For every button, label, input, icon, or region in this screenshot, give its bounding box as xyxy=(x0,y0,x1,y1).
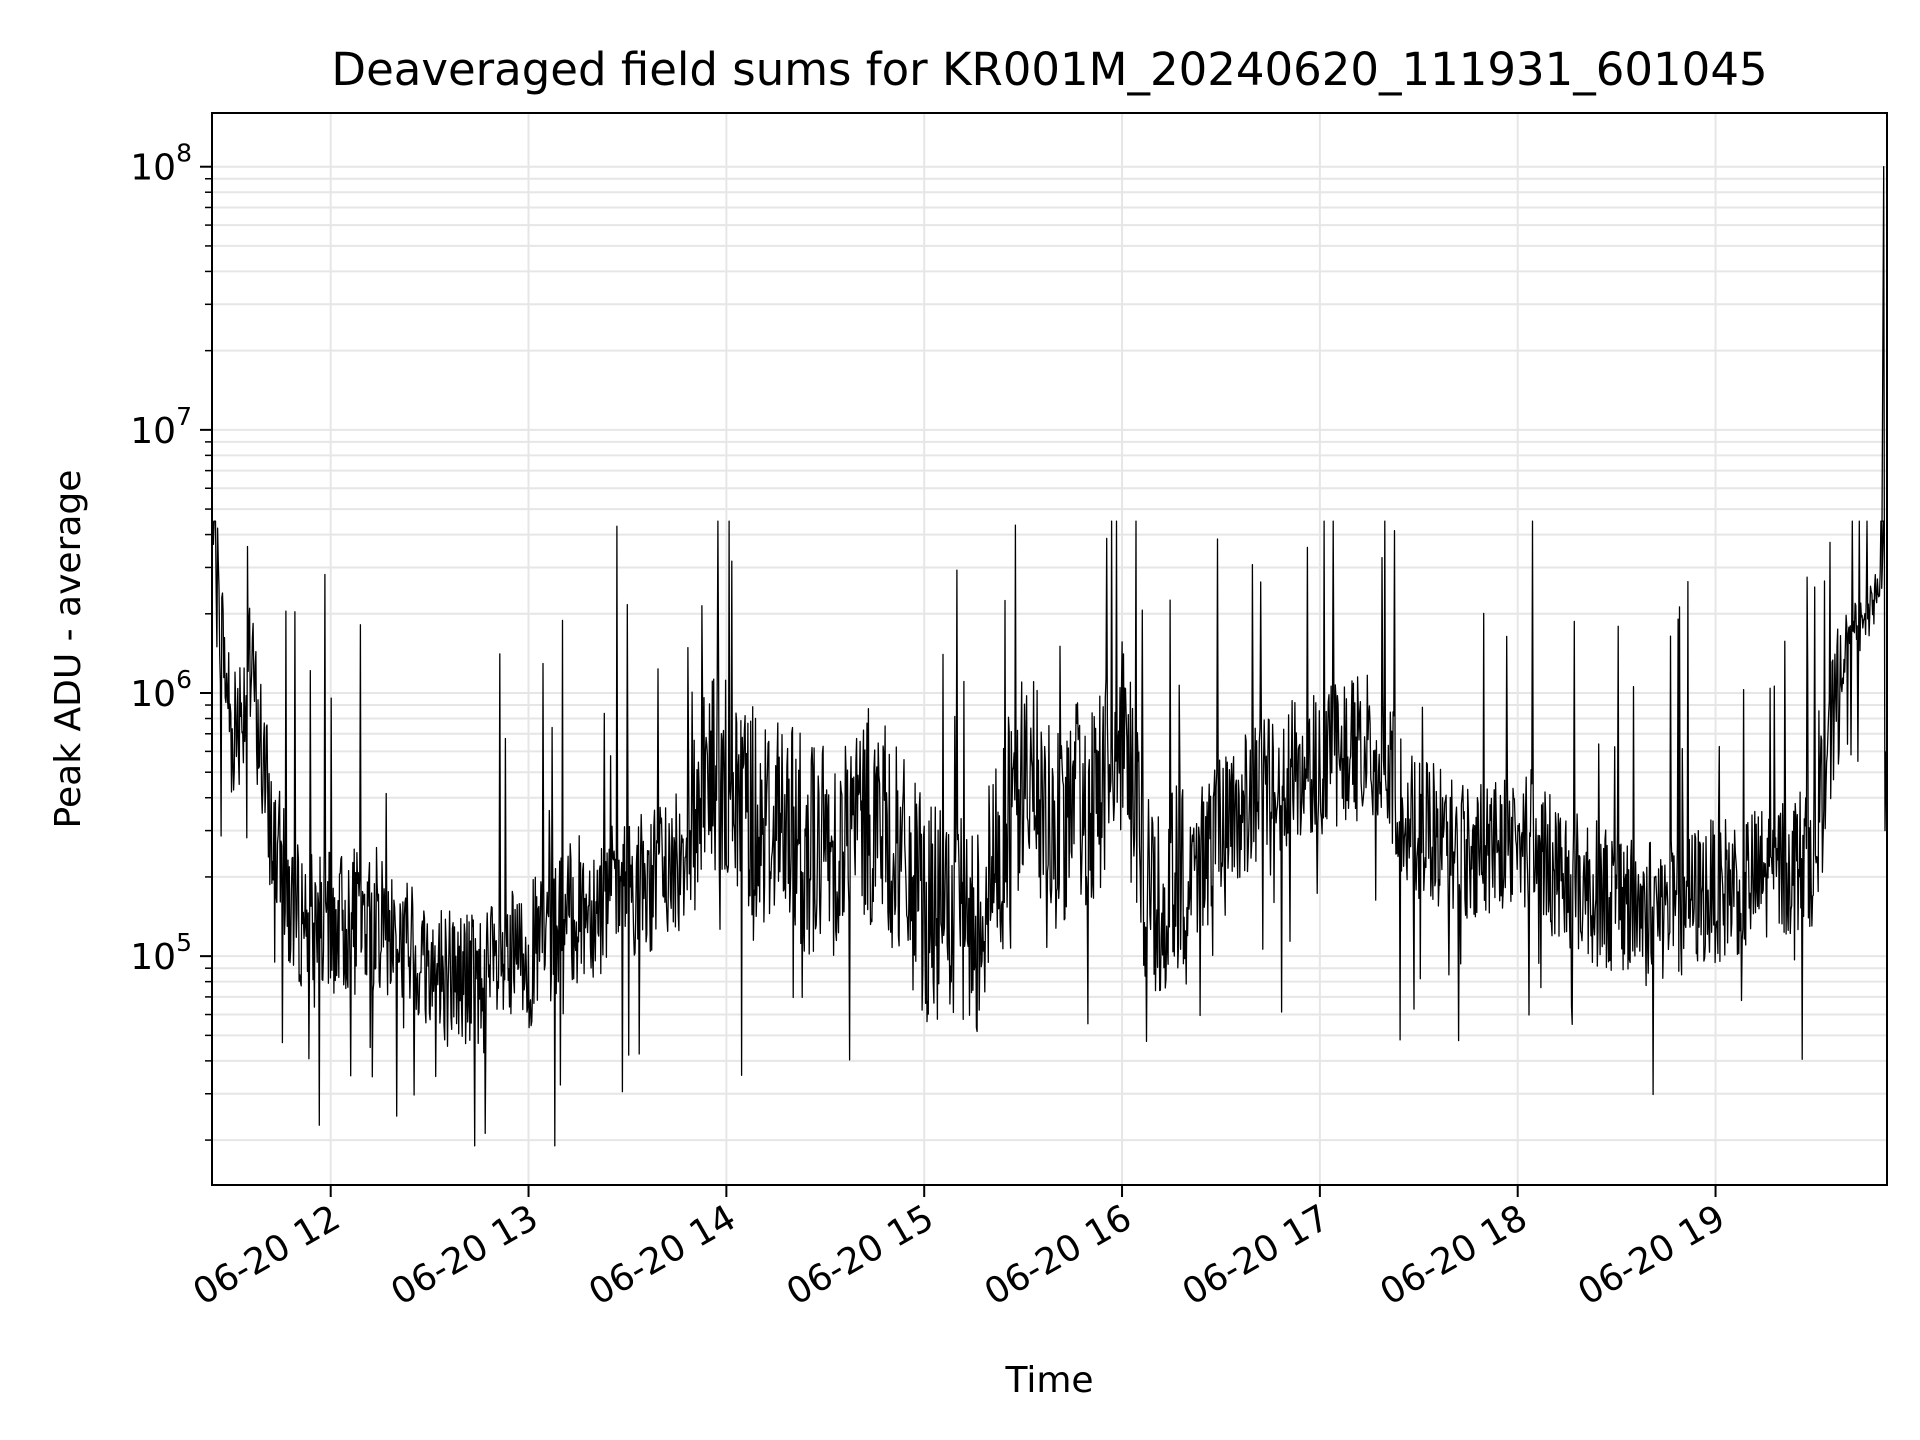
plot-frame xyxy=(211,112,1888,1186)
chart-title: Deaveraged field sums for KR001M_2024062… xyxy=(331,43,1767,96)
y-tick-label: 106 xyxy=(130,665,192,715)
y-tick-label: 108 xyxy=(130,139,192,189)
plot-area xyxy=(212,166,1887,1147)
y-axis: 105 106 107 108 xyxy=(130,139,212,1141)
y-tick-label: 105 xyxy=(130,928,192,978)
y-axis-label: Peak ADU - average xyxy=(48,470,89,829)
x-axis-label: Time xyxy=(1004,1360,1093,1401)
series-line xyxy=(212,166,1887,1147)
y-tick-label: 107 xyxy=(130,402,192,452)
